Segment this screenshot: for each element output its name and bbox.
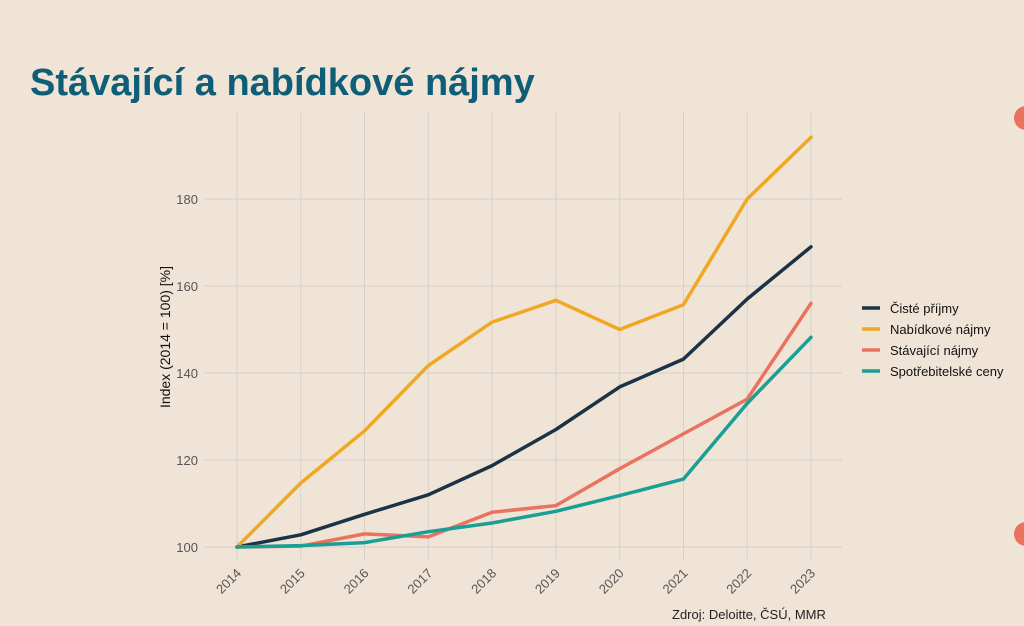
series-line <box>235 135 813 549</box>
x-tick-label: 2015 <box>277 566 308 597</box>
y-tick-label: 140 <box>176 366 198 381</box>
decorative-dot-bottom <box>1014 522 1024 546</box>
page-title: Stávající a nabídkové nájmy <box>30 62 535 104</box>
y-axis-title: Index (2014 = 100) [%] <box>157 266 173 408</box>
y-tick-label: 100 <box>176 540 198 555</box>
chart-legend: Čisté příjmy Nabídkové nájmy Stávající náj… <box>862 301 1004 379</box>
series-line <box>235 335 813 549</box>
x-tick-label: 2018 <box>468 566 499 597</box>
x-tick-label: 2020 <box>596 566 627 597</box>
chart-grid <box>205 112 842 560</box>
x-tick-label: 2021 <box>660 566 691 597</box>
source-note: Zdroj: Deloitte, ČSÚ, MMR <box>672 607 826 622</box>
x-tick-label: 2023 <box>787 566 818 597</box>
legend-label: Spotřebitelské ceny <box>890 364 1004 379</box>
legend-label: Nabídkové nájmy <box>890 322 991 337</box>
x-tick-label: 2022 <box>723 566 754 597</box>
x-tick-label: 2014 <box>213 566 244 597</box>
series-line <box>235 301 813 549</box>
chart-series <box>235 135 813 549</box>
x-tick-label: 2017 <box>404 566 435 597</box>
legend-label: Stávající nájmy <box>890 343 979 358</box>
x-tick-label: 2019 <box>532 566 563 597</box>
legend-label: Čisté příjmy <box>890 301 959 316</box>
x-tick-label: 2016 <box>341 566 372 597</box>
y-tick-label: 180 <box>176 192 198 207</box>
y-tick-label: 120 <box>176 453 198 468</box>
series-line <box>235 245 813 549</box>
y-tick-label: 160 <box>176 279 198 294</box>
chart-axes: 100 120 140 160 180 2014 2015 2016 2017 2018 2019 2… <box>157 192 818 597</box>
decorative-dot-top <box>1014 106 1024 130</box>
